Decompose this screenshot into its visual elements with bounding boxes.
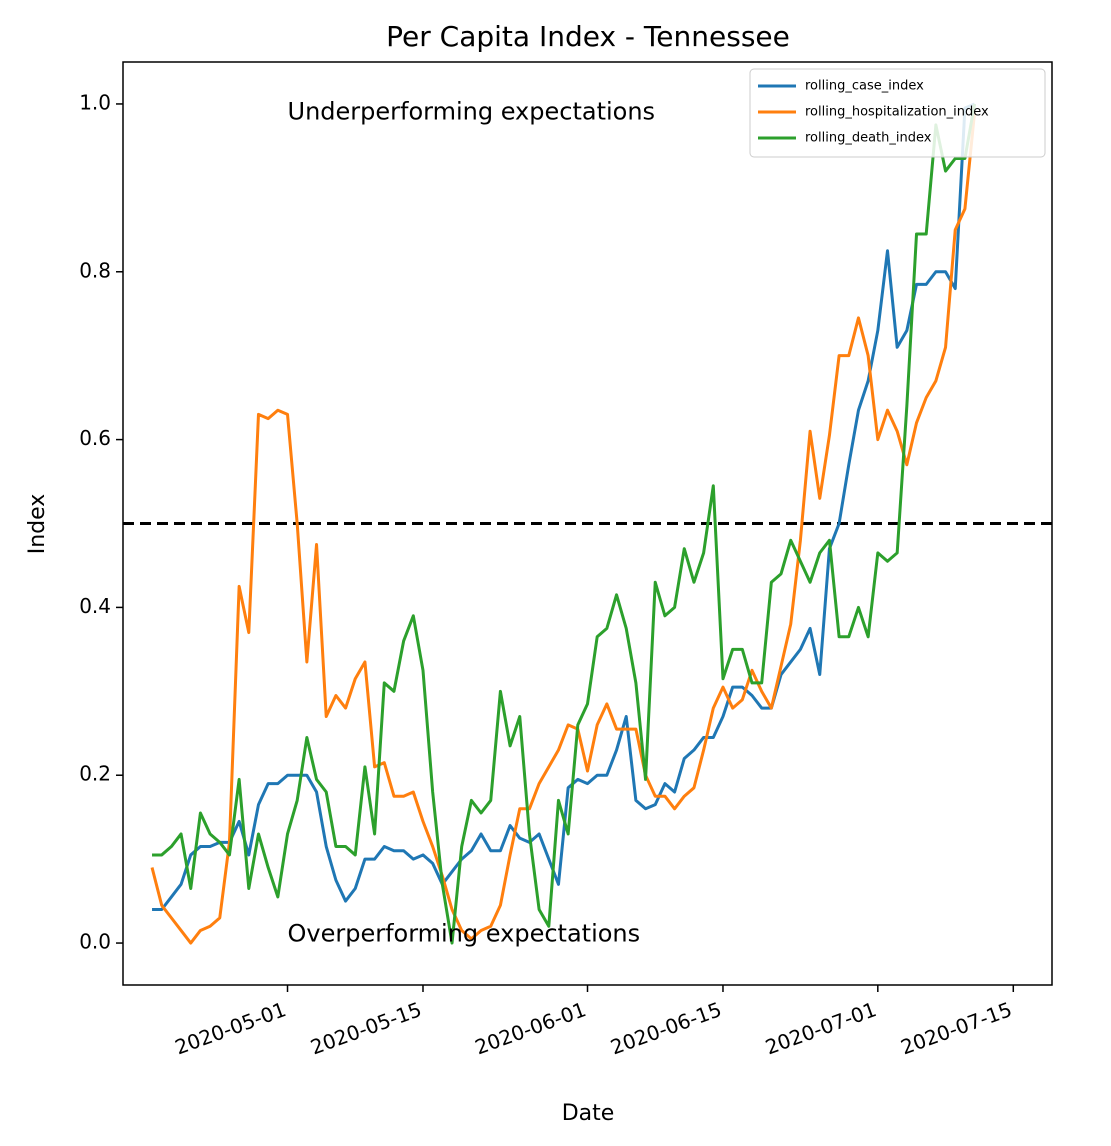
- annotation-1: Overperforming expectations: [288, 920, 641, 948]
- legend-box: [749, 68, 1046, 158]
- annotation-0: Underperforming expectations: [288, 97, 656, 125]
- plot-area: Underperforming expectations Overperformi…: [79, 61, 1053, 1059]
- y-tick-label: 0.6: [79, 426, 111, 450]
- x-tick-label: 2020-07-01: [762, 997, 879, 1059]
- series-line-rolling_case_index: [152, 102, 976, 911]
- chart-title: Per Capita Index - Tennessee: [386, 20, 790, 53]
- x-tick-label: 2020-07-15: [898, 997, 1015, 1059]
- y-tick-label: 0.8: [79, 258, 111, 282]
- x-tick-label: 2020-06-15: [607, 997, 724, 1059]
- x-tick-label: 2020-05-01: [172, 997, 289, 1059]
- legend: rolling_case_index rolling_hospitalizatio…: [749, 68, 1046, 158]
- x-tick-label: 2020-05-15: [307, 997, 424, 1059]
- y-tick-label: 0.4: [79, 594, 111, 618]
- y-axis-label: Index: [25, 494, 50, 555]
- x-tick-label: 2020-06-01: [472, 997, 589, 1059]
- x-axis-label: Date: [562, 1101, 615, 1126]
- legend-entry-rolling_case_index: rolling_case_index: [805, 79, 924, 94]
- y-tick-label: 1.0: [79, 90, 111, 114]
- legend-entry-rolling_hospitalization_index: rolling_hospitalization_index: [805, 105, 989, 120]
- series-line-rolling_hospitalization_index: [150, 112, 977, 945]
- y-tick-label: 0.0: [79, 930, 111, 954]
- y-tick-label: 0.2: [79, 762, 111, 786]
- series-line-rolling_death_index: [152, 103, 977, 945]
- legend-entry-rolling_death_index: rolling_death_index: [805, 131, 932, 146]
